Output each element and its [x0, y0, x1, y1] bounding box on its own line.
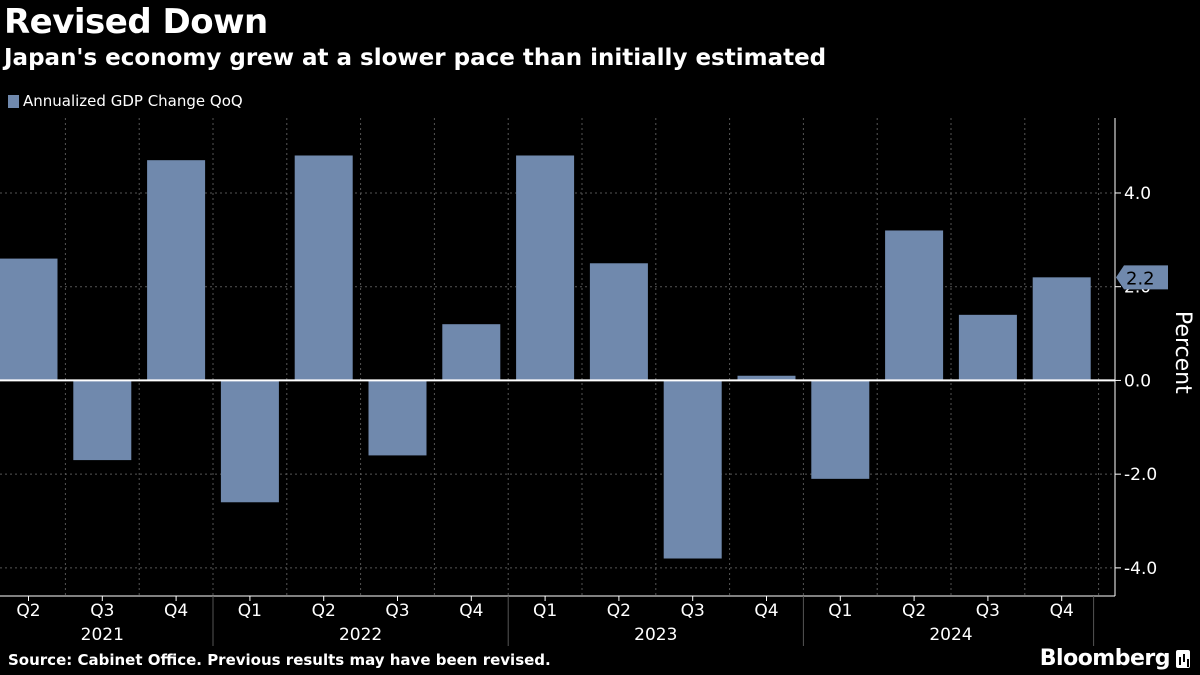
x-tick-label: Q3: [385, 601, 409, 621]
bar: [0, 258, 58, 381]
bar: [442, 324, 501, 381]
y-tick-label: -2.0: [1124, 465, 1157, 485]
x-year-label: 2021: [81, 625, 124, 645]
legend-label: Annualized GDP Change QoQ: [23, 92, 243, 110]
bar: [885, 230, 944, 381]
x-tick-label: Q1: [238, 601, 262, 621]
bar: [589, 263, 648, 381]
source-footnote: Source: Cabinet Office. Previous results…: [8, 651, 551, 669]
x-tick-label: Q3: [976, 601, 1000, 621]
x-tick-label: Q4: [1050, 601, 1074, 621]
chart-title: Revised Down: [4, 2, 268, 42]
y-tick-label: 4.0: [1124, 184, 1151, 204]
bar: [663, 380, 722, 559]
x-tick-label: Q4: [459, 601, 483, 621]
legend-swatch: [8, 94, 19, 108]
x-year-label: 2022: [339, 625, 382, 645]
bar: [958, 314, 1017, 381]
y-tick-label: -4.0: [1124, 559, 1157, 579]
bar: [516, 155, 575, 381]
chart-subtitle: Japan's economy grew at a slower pace th…: [4, 45, 827, 71]
x-tick-label: Q4: [164, 601, 188, 621]
bar: [294, 155, 353, 381]
x-year-label: 2024: [929, 625, 972, 645]
bar: [220, 380, 279, 503]
brand-name: Bloomberg: [1039, 646, 1171, 671]
x-tick-label: Q2: [902, 601, 926, 621]
y-axis-title: Percent: [1170, 311, 1195, 394]
x-tick-label: Q2: [312, 601, 336, 621]
bar: [737, 375, 796, 381]
x-tick-label: Q1: [533, 601, 557, 621]
bar: [147, 160, 206, 381]
x-tick-label: Q3: [681, 601, 705, 621]
bloomberg-mark-icon: [1176, 649, 1190, 668]
bar: [811, 380, 870, 479]
x-tick-label: Q2: [16, 601, 40, 621]
bloomberg-logo: Bloomberg: [1040, 646, 1190, 671]
bar: [368, 380, 427, 456]
x-tick-label: Q1: [828, 601, 852, 621]
last-value-label: 2.2: [1126, 268, 1155, 289]
bar: [73, 380, 132, 461]
x-year-label: 2023: [634, 625, 677, 645]
legend: Annualized GDP Change QoQ: [8, 92, 243, 110]
y-tick-label: 0.0: [1124, 371, 1151, 391]
x-tick-label: Q2: [607, 601, 631, 621]
x-tick-label: Q3: [90, 601, 114, 621]
last-value-flag: [1116, 265, 1168, 290]
bar: [1032, 277, 1091, 381]
x-tick-label: Q4: [754, 601, 778, 621]
